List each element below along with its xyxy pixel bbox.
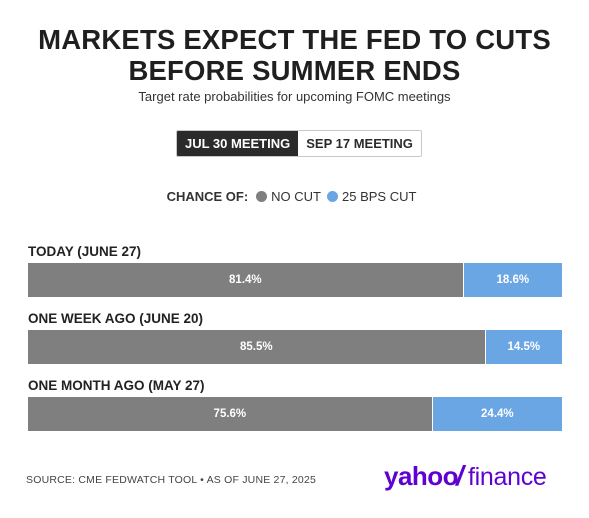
legend-label-25-bps-cut: 25 BPS CUT [342,189,417,204]
bar-row: 85.5% 14.5% [28,330,562,364]
bar-value-label: 85.5% [239,341,273,353]
bar-row: 81.4% 18.6% [28,263,562,297]
yahoo-finance-logo: yahoo / finance [384,460,547,491]
logo-yahoo-text: yahoo [384,461,458,491]
bar-category-label: ONE WEEK AGO (JUNE 20) [28,311,204,326]
bar-value-label: 24.4% [481,408,514,420]
title-line-1: MARKETS EXPECT THE FED TO CUTS [38,24,551,55]
legend-item-no-cut: NO CUT [256,189,321,204]
logo-slash-text: / [454,460,467,491]
bar-value-label: 18.6% [496,274,530,286]
legend-swatch-25-bps-cut [327,191,339,202]
title-line-2: BEFORE SUMMER ENDS [128,55,461,86]
bar-value-label: 81.4% [229,274,262,286]
bar-category-label: TODAY (JUNE 27) [28,244,142,259]
legend-swatch-no-cut [256,191,268,202]
bar-segment-no-cut: 75.6% [28,397,432,431]
bar-segment-no-cut: 81.4% [28,263,463,297]
bar-segment-no-cut: 85.5% [28,330,485,364]
tab-jul-30-meeting[interactable]: JUL 30 MEETING [177,131,299,156]
legend-title: CHANCE OF: [166,189,249,204]
bar-category-label: ONE MONTH AGO (MAY 27) [28,378,205,393]
source-note: SOURCE: CME FEDWATCH TOOL • AS OF JUNE 2… [26,474,317,486]
legend: CHANCE OF: NO CUT 25 BPS CUT [0,189,589,204]
bar-segment-25-bps-cut: 24.4% [431,397,562,431]
legend-item-25-bps-cut: 25 BPS CUT [327,189,416,204]
tab-sep-17-meeting[interactable]: SEP 17 MEETING [298,131,421,156]
chart-title: MARKETS EXPECT THE FED TO CUTS BEFORE SU… [0,24,589,86]
bar-value-label: 14.5% [507,341,541,353]
bar-segment-25-bps-cut: 14.5% [484,330,562,364]
bar-value-label: 75.6% [213,408,247,420]
chart-subtitle: Target rate probabilities for upcoming F… [138,89,451,104]
legend-label-no-cut: NO CUT [271,189,322,204]
bar-segment-25-bps-cut: 18.6% [462,263,562,297]
bar-row: 75.6% 24.4% [28,397,562,431]
meeting-tabs: JUL 30 MEETING SEP 17 MEETING [176,130,422,157]
logo-finance-text: finance [468,463,547,491]
